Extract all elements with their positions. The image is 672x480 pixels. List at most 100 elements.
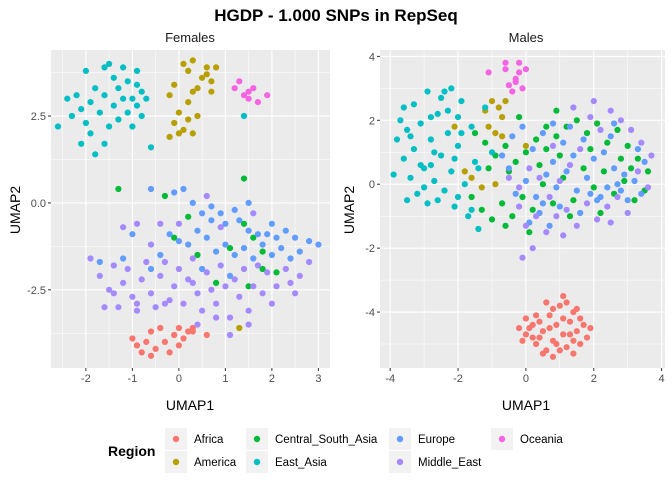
- point-males-middle-east: [536, 174, 543, 181]
- point-males-middle-east: [648, 152, 655, 159]
- point-females-europe: [120, 255, 127, 262]
- point-males-america: [468, 174, 475, 181]
- point-females-europe: [306, 238, 313, 245]
- point-females-east-asia: [143, 95, 150, 102]
- point-males-middle-east: [634, 168, 642, 175]
- point-females-middle-east: [106, 286, 113, 293]
- point-females-oceania: [250, 85, 257, 92]
- point-males-africa: [577, 340, 584, 348]
- panel-title-females: Females: [165, 30, 215, 45]
- point-males-europe: [604, 184, 611, 191]
- point-males-middle-east: [522, 222, 530, 229]
- point-females-america: [203, 64, 210, 71]
- legend-item-europe: Europe: [389, 428, 455, 450]
- point-males-middle-east: [624, 209, 631, 217]
- point-females-america: [166, 92, 173, 99]
- y-ticks-males: -4 -2 0 2 4: [365, 51, 380, 319]
- point-males-europe: [641, 158, 648, 165]
- point-females-central-south-asia: [115, 185, 122, 193]
- figure-title: HGDP - 1.000 SNPs in RepSeq: [214, 6, 457, 25]
- point-males-middle-east: [553, 213, 560, 220]
- x-axis-title-females: UMAP1: [166, 397, 214, 413]
- legend-dot-africa: [172, 435, 180, 443]
- point-males-east-asia: [417, 120, 424, 127]
- legend-item-middle-east: Middle_East: [389, 451, 482, 473]
- point-males-central-south-asia: [573, 117, 580, 124]
- y-tick-label: 2.5: [31, 111, 46, 123]
- point-females-middle-east: [217, 224, 224, 231]
- point-females-europe: [250, 255, 257, 262]
- point-females-central-south-asia: [240, 175, 248, 182]
- point-males-central-south-asia: [631, 197, 638, 204]
- point-females-middle-east: [217, 262, 224, 269]
- point-females-east-asia: [138, 112, 145, 120]
- point-females-middle-east: [189, 255, 196, 262]
- point-males-europe: [539, 130, 547, 137]
- point-males-africa: [529, 334, 536, 341]
- point-females-middle-east: [268, 300, 275, 307]
- point-females-middle-east: [245, 321, 252, 328]
- legend-dot-oceania: [498, 435, 506, 443]
- point-males-africa: [563, 299, 570, 306]
- point-males-europe: [573, 187, 580, 194]
- point-males-europe: [539, 200, 547, 207]
- point-females-central-south-asia: [171, 234, 178, 241]
- point-males-east-asia: [427, 114, 434, 121]
- point-males-east-asia: [454, 193, 462, 201]
- point-males-europe: [549, 158, 557, 165]
- point-males-middle-east: [533, 213, 540, 220]
- point-females-middle-east: [166, 297, 173, 304]
- point-males-middle-east: [590, 98, 597, 105]
- point-females-america: [175, 130, 182, 137]
- y-axis-title-males: UMAP2: [341, 186, 357, 234]
- point-males-central-south-asia: [536, 162, 543, 169]
- point-males-middle-east: [597, 126, 604, 133]
- point-females-east-asia: [129, 95, 136, 102]
- point-males-africa: [533, 340, 540, 348]
- panel-title-males: Males: [509, 30, 544, 45]
- point-females-africa: [203, 331, 210, 339]
- point-females-america: [203, 71, 210, 78]
- point-males-oceania: [509, 88, 516, 95]
- point-males-africa: [536, 334, 543, 341]
- point-females-east-asia: [92, 85, 99, 92]
- point-females-middle-east: [157, 220, 164, 227]
- point-males-oceania: [502, 66, 509, 73]
- point-females-europe: [171, 189, 178, 196]
- point-males-africa: [580, 321, 587, 328]
- point-males-central-south-asia: [519, 193, 526, 201]
- point-males-middle-east: [614, 193, 621, 201]
- point-males-east-asia: [448, 168, 455, 175]
- point-females-europe: [203, 234, 210, 241]
- point-males-middle-east: [638, 139, 645, 146]
- point-males-africa: [573, 305, 580, 312]
- point-males-east-asia: [488, 149, 496, 156]
- point-males-central-south-asia: [553, 107, 560, 114]
- x-tick-label: 0: [176, 373, 182, 385]
- point-females-east-asia: [92, 151, 99, 158]
- point-males-east-asia: [451, 203, 458, 210]
- point-females-middle-east: [254, 262, 261, 269]
- point-females-east-asia: [101, 64, 108, 71]
- point-females-europe: [278, 245, 285, 252]
- point-females-europe: [315, 241, 322, 248]
- legend-dot-east-asia: [253, 458, 261, 466]
- point-females-east-asia: [82, 67, 89, 74]
- point-females-europe: [268, 251, 275, 259]
- point-males-east-asia: [441, 88, 448, 95]
- point-males-middle-east: [587, 114, 594, 121]
- point-males-central-south-asia: [587, 146, 594, 153]
- point-females-africa: [133, 342, 141, 349]
- point-females-africa: [180, 335, 187, 342]
- point-males-europe: [634, 146, 642, 153]
- point-females-europe: [222, 220, 229, 227]
- point-females-europe: [282, 227, 289, 234]
- point-females-america: [208, 78, 215, 85]
- point-females-east-asia: [110, 74, 117, 81]
- point-males-middle-east: [604, 203, 611, 210]
- point-males-europe: [624, 197, 631, 204]
- point-males-america: [492, 181, 499, 188]
- point-males-middle-east: [516, 184, 523, 191]
- point-males-middle-east: [505, 174, 512, 181]
- point-males-europe: [546, 222, 553, 229]
